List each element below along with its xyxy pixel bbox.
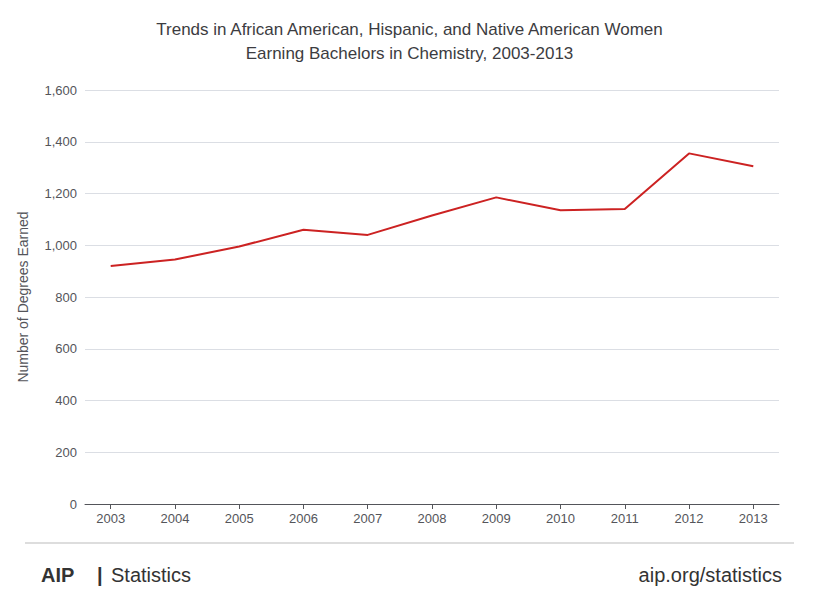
svg-text:1,400: 1,400 — [44, 134, 77, 149]
svg-text:Statistics: Statistics — [111, 564, 191, 586]
svg-text:2004: 2004 — [161, 511, 190, 526]
svg-text:2005: 2005 — [225, 511, 254, 526]
svg-text:aip.org/statistics: aip.org/statistics — [639, 564, 782, 586]
svg-text:2011: 2011 — [611, 511, 639, 526]
svg-text:Trends in African American, Hi: Trends in African American, Hispanic, an… — [156, 20, 662, 39]
svg-text:Number of Degrees Earned: Number of Degrees Earned — [15, 211, 31, 382]
svg-text:2006: 2006 — [289, 511, 318, 526]
svg-text:800: 800 — [55, 290, 77, 305]
svg-text:|: | — [97, 564, 103, 586]
svg-text:2009: 2009 — [482, 511, 511, 526]
svg-text:2003: 2003 — [96, 511, 125, 526]
svg-text:1,200: 1,200 — [44, 186, 77, 201]
svg-text:2012: 2012 — [675, 511, 704, 526]
svg-text:AIP: AIP — [41, 564, 74, 586]
svg-text:1,000: 1,000 — [44, 238, 77, 253]
svg-text:400: 400 — [55, 393, 77, 408]
svg-text:2007: 2007 — [353, 511, 382, 526]
svg-text:2010: 2010 — [546, 511, 575, 526]
svg-text:0: 0 — [70, 497, 77, 512]
svg-text:2008: 2008 — [418, 511, 447, 526]
svg-text:2013: 2013 — [739, 511, 768, 526]
svg-text:1,600: 1,600 — [44, 83, 77, 98]
svg-text:600: 600 — [55, 341, 77, 356]
svg-text:200: 200 — [55, 445, 77, 460]
svg-text:Earning Bachelors in Chemistry: Earning Bachelors in Chemistry, 2003-201… — [246, 44, 574, 63]
